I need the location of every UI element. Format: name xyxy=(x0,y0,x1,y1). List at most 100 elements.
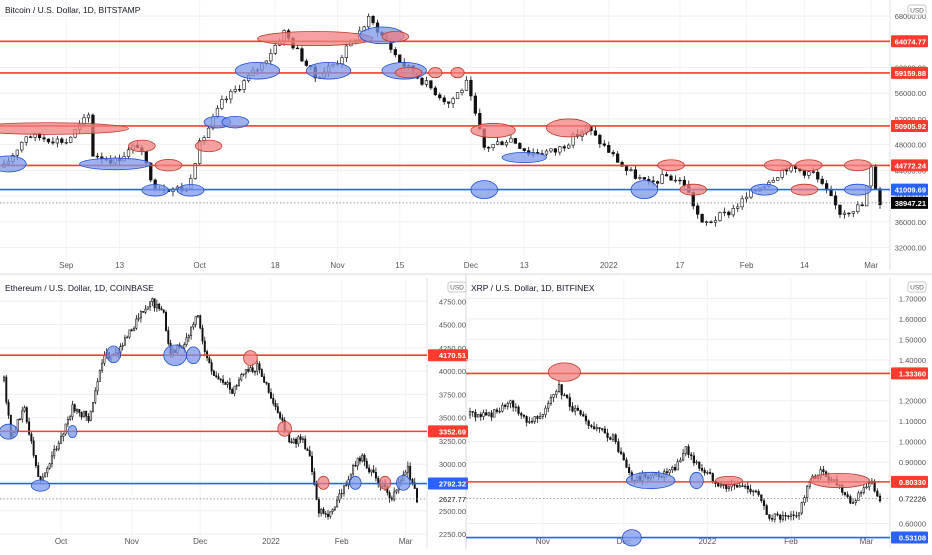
btc-candle-body xyxy=(229,91,233,100)
eth-candle-body xyxy=(365,460,368,469)
btc-candle-body xyxy=(651,180,655,182)
xrp-candle-body xyxy=(479,413,482,417)
btc-candle-body xyxy=(24,136,28,143)
eth-candle-body xyxy=(151,298,154,303)
xrp-candle-body xyxy=(806,485,809,498)
eth-candle-body xyxy=(374,472,377,479)
eth-candle-body xyxy=(139,311,142,319)
xrp-candle-body xyxy=(549,397,553,404)
btc-candle-body xyxy=(873,166,878,190)
xrp-highlight-ellipse xyxy=(626,471,676,490)
eth-ytick-label: 4250.00 xyxy=(439,344,466,353)
btc-candle-body xyxy=(771,180,775,183)
eth-candle-body xyxy=(361,454,364,462)
btc-chart: 68000.0064000.0060000.0056000.0052000.00… xyxy=(0,0,928,270)
eth-candle-body xyxy=(55,448,58,451)
xrp-candle-body xyxy=(512,400,515,408)
btc-highlight-ellipse xyxy=(394,67,423,79)
eth-candle-body xyxy=(322,508,325,514)
eth-candle-body xyxy=(370,469,373,473)
btc-candle-body xyxy=(51,141,55,144)
xrp-highlight-ellipse xyxy=(622,529,642,547)
btc-candle-body xyxy=(518,143,522,149)
btc-candle-body xyxy=(802,170,807,176)
btc-candle-body xyxy=(544,150,549,155)
eth-candle-body xyxy=(126,336,129,339)
eth-candle-body xyxy=(342,485,345,494)
eth-candle-body xyxy=(130,329,133,332)
xrp-candle-body xyxy=(746,485,749,490)
xrp-candle-body xyxy=(868,482,871,488)
eth-candle-body xyxy=(313,471,316,485)
btc-candle-body xyxy=(460,90,464,93)
btc-level-label: 59159.88 xyxy=(895,69,926,78)
eth-candle-body xyxy=(155,303,158,309)
btc-candle-body xyxy=(776,177,780,181)
xrp-candle-body xyxy=(665,471,669,474)
eth-candle-body xyxy=(219,378,222,381)
btc-candle-body xyxy=(558,146,562,153)
eth-candle-body xyxy=(128,329,131,338)
xrp-candle-body xyxy=(676,461,679,471)
btc-highlight-ellipse xyxy=(154,159,183,172)
xrp-candle-body xyxy=(800,502,803,514)
btc-candle-body xyxy=(642,177,646,180)
xrp-candle-body xyxy=(493,409,496,418)
xrp-candle-body xyxy=(582,414,585,417)
xrp-candle-body xyxy=(773,513,776,520)
eth-candle-body xyxy=(28,421,31,435)
btc-chart-title: Bitcoin / U.S. Dollar, 1D, BITSTAMP xyxy=(5,5,141,15)
xrp-candle-body xyxy=(614,434,617,443)
eth-candle-body xyxy=(165,312,167,331)
btc-candle-body xyxy=(513,138,518,144)
xrp-candle-body xyxy=(563,394,566,397)
eth-candle-body xyxy=(98,370,101,382)
xrp-candle-body xyxy=(471,411,474,413)
btc-candle-body xyxy=(704,221,709,223)
eth-candle-body xyxy=(32,440,35,456)
btc-candle-body xyxy=(500,141,504,146)
xrp-candle-body xyxy=(495,409,499,412)
eth-candle-body xyxy=(272,397,275,404)
btc-candle-body xyxy=(55,138,59,144)
btc-ytick-label: 40000.00 xyxy=(895,192,926,201)
btc-highlight-ellipse xyxy=(657,159,685,172)
btc-candle-body xyxy=(126,149,131,157)
btc-candle-body xyxy=(616,153,620,163)
eth-level-label: 4170.51 xyxy=(439,351,466,360)
xrp-candle-body xyxy=(849,496,852,504)
xrp-candle-body xyxy=(490,412,493,418)
btc-xtick-label: 18 xyxy=(271,261,280,270)
eth-candle-body xyxy=(290,441,293,444)
xrp-candle-body xyxy=(776,513,779,516)
eth-candle-body xyxy=(231,389,234,394)
btc-candle-body xyxy=(838,204,842,215)
eth-candle-body xyxy=(48,463,51,469)
xrp-candle-body xyxy=(722,484,725,486)
btc-candle-body xyxy=(784,169,789,172)
eth-candle-body xyxy=(162,309,165,313)
btc-ytick-label: 32000.00 xyxy=(895,244,926,253)
xrp-candle-body xyxy=(619,451,623,454)
eth-candle-body xyxy=(160,308,163,311)
btc-candle-body xyxy=(371,15,375,24)
eth-candle-body xyxy=(238,379,241,386)
eth-candle-body xyxy=(304,438,307,450)
btc-highlight-ellipse xyxy=(630,180,659,200)
eth-candle-body xyxy=(69,416,72,420)
btc-current-price-label: 38947.21 xyxy=(895,199,926,208)
btc-candle-body xyxy=(593,130,598,136)
eth-candle-body xyxy=(7,401,10,416)
btc-level-badge xyxy=(891,159,928,172)
xrp-xtick-label: Nov xyxy=(536,537,550,546)
eth-candle-body xyxy=(201,327,204,342)
xrp-candle-body xyxy=(617,441,620,453)
btc-candle-body xyxy=(198,140,202,164)
xrp-candle-body xyxy=(822,469,825,473)
xrp-candle-body xyxy=(857,492,860,501)
btc-highlight-ellipse xyxy=(844,183,872,196)
eth-xtick-label: Mar xyxy=(399,537,413,546)
btc-candle-body xyxy=(224,98,228,101)
xrp-candle-body xyxy=(762,500,766,507)
